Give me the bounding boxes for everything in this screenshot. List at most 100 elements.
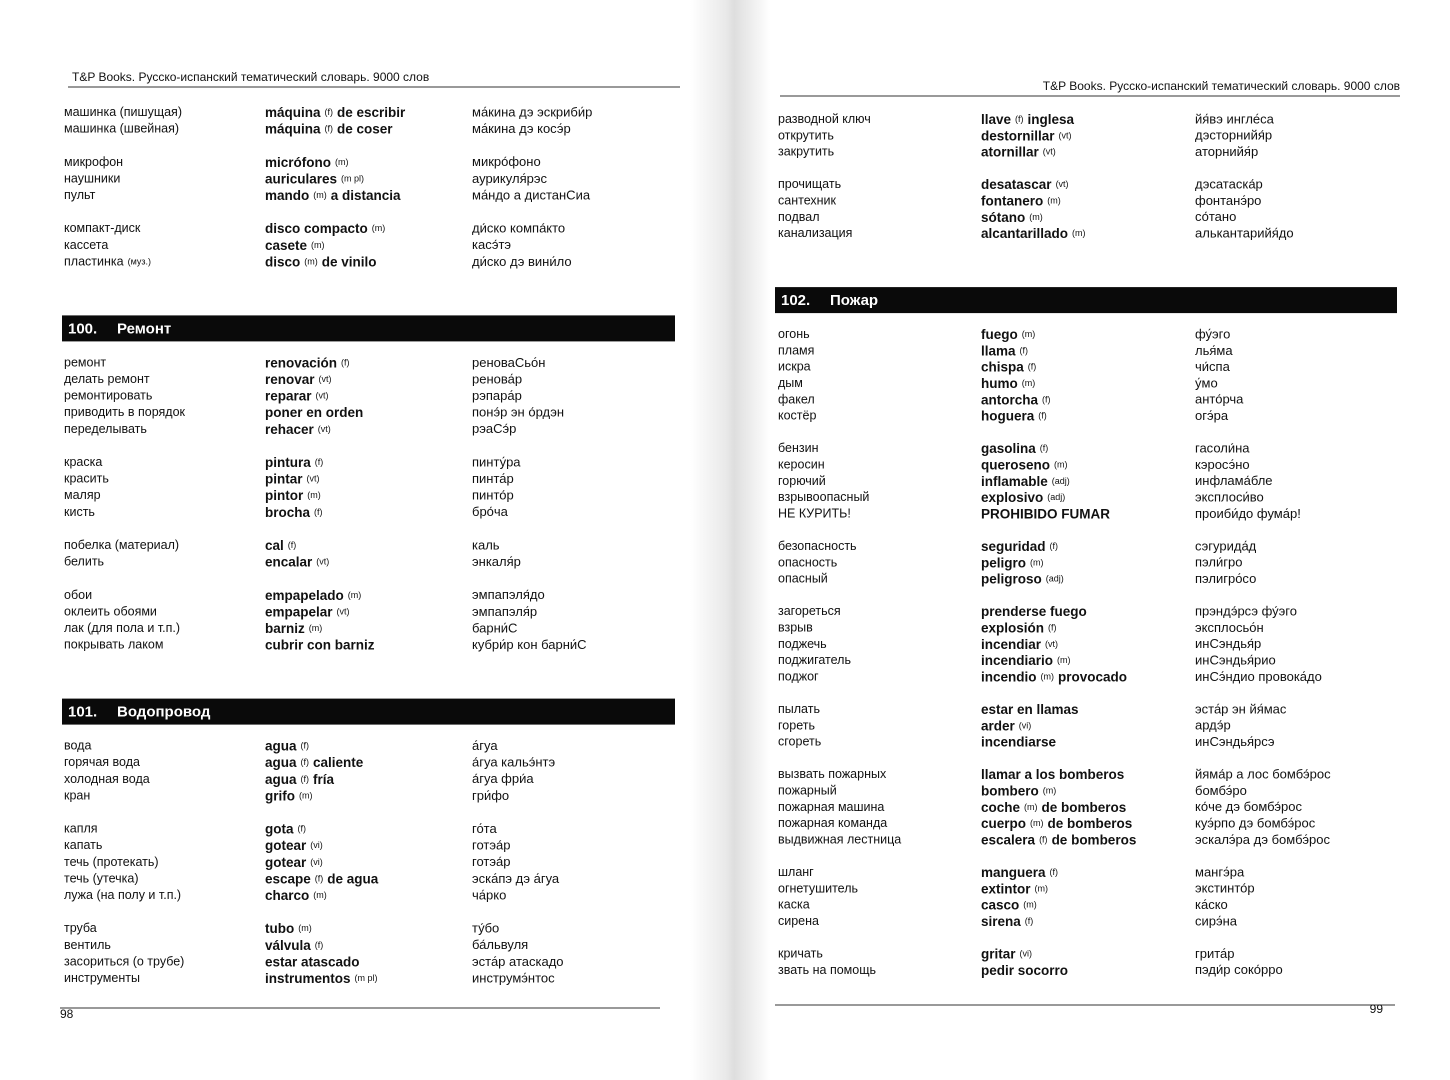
russian-word: кассета bbox=[64, 238, 108, 252]
spanish-term: pintar (vt) bbox=[265, 471, 320, 486]
russian-word: опасный bbox=[778, 572, 828, 586]
transcription: мангэ́ра bbox=[1195, 864, 1245, 879]
russian-term: ремонт bbox=[64, 356, 106, 370]
spanish-word: chispa bbox=[981, 359, 1024, 374]
section-bar bbox=[775, 287, 1397, 314]
russian-word: безопасность bbox=[778, 539, 857, 553]
grammar-marker: (m) bbox=[1041, 672, 1055, 682]
transcription: инСэндья́р bbox=[1195, 636, 1261, 651]
transcription: пэди́р соко́рро bbox=[1195, 962, 1283, 977]
spanish-term: cal (f) bbox=[265, 538, 296, 553]
grammar-marker: (vt) bbox=[319, 374, 332, 384]
spanish-word: escape bbox=[265, 871, 311, 886]
russian-term: НЕ КУРИТЬ! bbox=[778, 507, 851, 521]
russian-term: бензин bbox=[778, 441, 819, 455]
transcription: понэ́р эн о́рдэн bbox=[472, 405, 564, 420]
section-number: 102. bbox=[781, 292, 810, 309]
spanish-term: estar en llamas bbox=[981, 702, 1079, 717]
spanish-word: provocado bbox=[1058, 669, 1127, 684]
transcription: анто́рча bbox=[1195, 392, 1244, 407]
transcription: прэндэ́рсэ фу́эго bbox=[1195, 604, 1297, 619]
russian-word: пылать bbox=[778, 702, 820, 716]
grammar-marker: (m) bbox=[1030, 558, 1044, 568]
russian-term: труба bbox=[64, 921, 97, 935]
section-title: Пожар bbox=[830, 292, 878, 309]
russian-word: НЕ КУРИТЬ! bbox=[778, 507, 851, 521]
russian-word: вентиль bbox=[64, 938, 111, 952]
transcription: ди́ско дэ вини́ло bbox=[472, 254, 572, 269]
spanish-word: agua bbox=[265, 738, 297, 753]
russian-word: засориться (о трубе) bbox=[64, 955, 184, 969]
transcription: сэгурида́д bbox=[1195, 538, 1257, 553]
transcription: касэ́тэ bbox=[472, 237, 511, 252]
russian-word: канализация bbox=[778, 226, 852, 240]
spanish-word: prenderse fuego bbox=[981, 604, 1087, 619]
russian-word: микрофон bbox=[64, 155, 123, 169]
grammar-marker: (f) bbox=[1038, 411, 1047, 421]
grammar-marker: (f) bbox=[1028, 362, 1037, 372]
spanish-term: empapelar (vt) bbox=[265, 604, 350, 619]
russian-term: канализация bbox=[778, 226, 852, 240]
gutter-shadow bbox=[690, 0, 770, 1080]
transcription: барни́С bbox=[472, 620, 517, 635]
russian-term: приводить в порядок bbox=[64, 405, 186, 419]
russian-word: звать на помощь bbox=[778, 963, 876, 977]
transcription: пинто́р bbox=[472, 488, 514, 503]
section-number: 100. bbox=[68, 320, 97, 337]
spanish-word: charco bbox=[265, 888, 309, 903]
russian-term: подвал bbox=[778, 210, 820, 224]
spanish-term: escalera (f) de bomberos bbox=[981, 832, 1136, 847]
grammar-marker: (f) bbox=[1039, 835, 1048, 845]
grammar-marker: (f) bbox=[1015, 114, 1024, 124]
russian-term: огонь bbox=[778, 327, 810, 341]
spanish-term: incendio (m) provocado bbox=[981, 669, 1127, 684]
russian-word: опасность bbox=[778, 556, 837, 570]
spanish-word: válvula bbox=[265, 937, 311, 952]
grammar-marker: (m) bbox=[307, 491, 321, 501]
spanish-word: casete bbox=[265, 237, 308, 252]
spanish-word: de bomberos bbox=[1048, 816, 1133, 831]
grammar-marker: (f) bbox=[1050, 867, 1059, 877]
russian-word: побелка (материал) bbox=[64, 538, 179, 552]
transcription: эмпапэля́до bbox=[472, 587, 545, 602]
russian-word: бензин bbox=[778, 441, 819, 455]
russian-word: маляр bbox=[64, 488, 101, 502]
spanish-word: gota bbox=[265, 821, 294, 836]
transcription: пэлигро́со bbox=[1195, 571, 1256, 586]
transcription: кэросэ́но bbox=[1195, 457, 1250, 472]
russian-term: выдвижная лестница bbox=[778, 833, 901, 847]
spanish-word: pintar bbox=[265, 471, 303, 486]
russian-word: дым bbox=[778, 376, 803, 390]
transcription: эксплосьо́н bbox=[1195, 620, 1264, 635]
grammar-marker: (f) bbox=[1040, 444, 1049, 454]
transcription: инСэндья́рио bbox=[1195, 653, 1276, 668]
russian-word: наушники bbox=[64, 172, 120, 186]
grammar-marker: (m) bbox=[313, 890, 327, 900]
spanish-word: antorcha bbox=[981, 392, 1039, 407]
grammar-marker: (f) bbox=[288, 540, 297, 550]
spanish-term: inflamable (adj) bbox=[981, 473, 1070, 488]
transcription: экстинто́р bbox=[1195, 881, 1255, 896]
grammar-marker: (m) bbox=[1022, 378, 1036, 388]
transcription: эмпапэля́р bbox=[472, 604, 537, 619]
grammar-marker: (vt) bbox=[307, 474, 320, 484]
russian-term: искра bbox=[778, 360, 811, 374]
russian-word: компакт-диск bbox=[64, 221, 141, 235]
transcription: ма́ндо а дистанСиа bbox=[472, 187, 591, 202]
spanish-word: bombero bbox=[981, 783, 1039, 798]
spanish-word: alcantarillado bbox=[981, 226, 1068, 241]
spanish-word: de escribir bbox=[337, 105, 406, 120]
spanish-term: tubo (m) bbox=[265, 921, 312, 936]
russian-word: ремонт bbox=[64, 356, 106, 370]
grammar-marker: (f) bbox=[1050, 541, 1059, 551]
transcription: инфлама́бле bbox=[1195, 473, 1273, 488]
spanish-word: poner en orden bbox=[265, 405, 363, 420]
spanish-word: fría bbox=[313, 771, 335, 786]
russian-term: обои bbox=[64, 588, 92, 602]
russian-term: опасный bbox=[778, 572, 828, 586]
spanish-word: peligro bbox=[981, 555, 1026, 570]
russian-term: пластинка (муз.) bbox=[64, 255, 151, 269]
russian-term: вентиль bbox=[64, 938, 111, 952]
russian-word: лужа (на полу и т.п.) bbox=[64, 888, 181, 902]
russian-word: горючий bbox=[778, 474, 826, 488]
